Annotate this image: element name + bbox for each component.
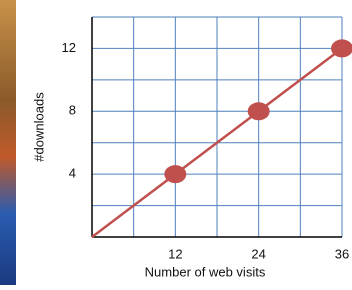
y-tick-label: 8 [69,103,76,118]
point [164,165,186,183]
point [248,102,270,120]
y-tick-label: 4 [69,166,76,181]
x-tick-label: 36 [335,246,349,261]
y-tick-label: 12 [62,40,76,55]
y-axis-label: #downloads [31,92,46,162]
point [331,39,352,57]
x-tick-label: 12 [168,246,182,261]
chart: Number of web visits #downloads 12243648… [0,0,352,285]
x-axis-label: Number of web visits [145,264,266,279]
x-tick-label: 24 [251,246,265,261]
